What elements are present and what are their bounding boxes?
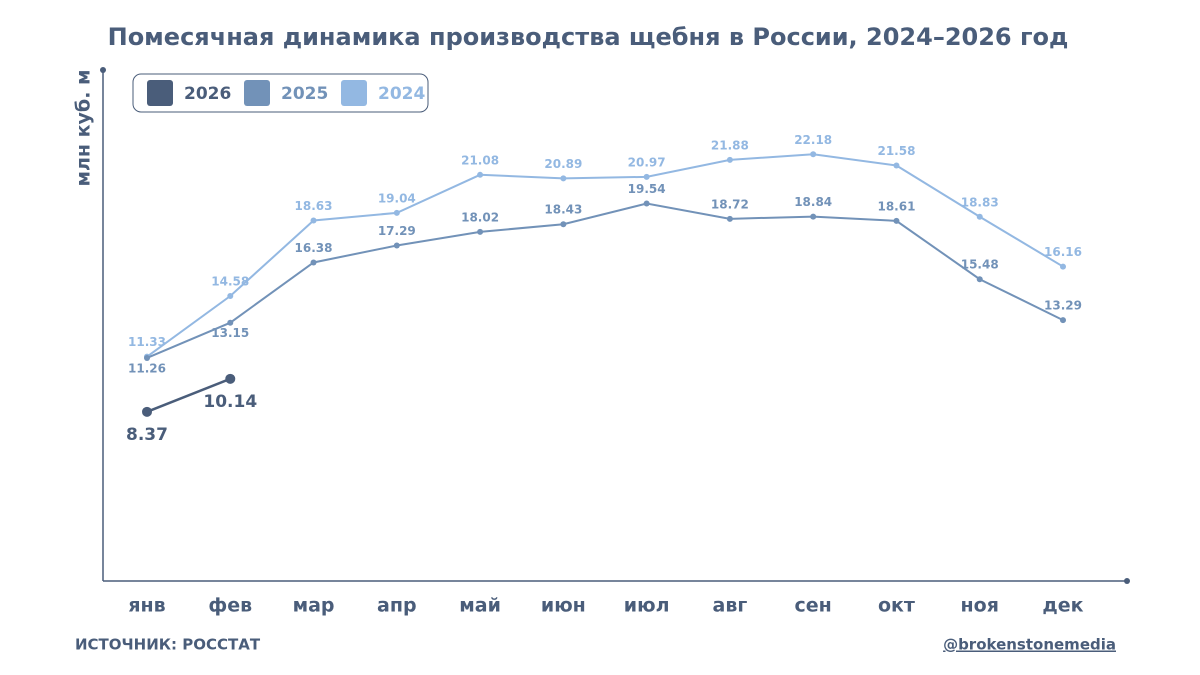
x-tick-label: сен [795, 595, 832, 617]
data-label: 13.15 [211, 326, 249, 340]
chart-title: Помесячная динамика производства щебня в… [108, 23, 1069, 51]
y-axis-label: млн куб. м [73, 69, 95, 186]
point [976, 213, 983, 220]
legend-label: 2026 [184, 84, 231, 104]
point [477, 171, 484, 178]
point [893, 217, 900, 224]
point [227, 293, 234, 300]
source: ИСТОЧНИК: РОССТАТ [75, 636, 261, 654]
data-label: 15.48 [961, 258, 999, 272]
data-label: 14.58 [211, 275, 249, 289]
data-label: 16.16 [1044, 245, 1082, 259]
legend-label: 2025 [281, 84, 328, 104]
data-label: 19.54 [628, 182, 666, 196]
data-label: 17.29 [378, 224, 416, 238]
x-tick-label: мар [293, 595, 335, 617]
series-line [146, 377, 231, 414]
point [560, 221, 567, 228]
data-label: 18.43 [544, 203, 582, 217]
point [393, 209, 400, 216]
data-label: 19.04 [378, 191, 416, 205]
axis-end [1124, 578, 1130, 584]
data-label: 8.37 [126, 425, 168, 445]
series-line [146, 153, 1064, 358]
point [726, 215, 733, 222]
x-tick-label: июн [541, 595, 586, 617]
data-label: 18.61 [877, 199, 915, 213]
data-label: 11.33 [128, 335, 166, 349]
x-tick-label: ноя [961, 595, 999, 617]
point [810, 151, 817, 158]
point [142, 406, 152, 417]
point [1060, 263, 1066, 270]
data-label: 13.29 [1044, 299, 1082, 313]
credit: @brokenstonemedia [943, 636, 1116, 654]
point [225, 373, 236, 384]
x-tick-label: май [459, 595, 501, 617]
data-label: 21.58 [877, 144, 915, 158]
point [893, 162, 900, 169]
point [393, 242, 400, 249]
point [560, 175, 567, 182]
legend-swatch [147, 80, 173, 106]
data-label: 22.18 [794, 133, 832, 147]
point [810, 213, 817, 220]
data-label: 10.14 [203, 392, 257, 412]
series-line [146, 202, 1064, 359]
point [477, 228, 484, 235]
legend-swatch [244, 80, 270, 106]
x-tick-label: фев [208, 595, 252, 617]
x-tick-label: окт [878, 595, 915, 617]
x-tick-label: дек [1042, 595, 1083, 617]
data-label: 11.26 [128, 361, 166, 375]
data-label: 20.97 [628, 155, 666, 169]
data-label: 21.88 [711, 138, 749, 152]
point [144, 354, 150, 361]
point [643, 173, 650, 180]
point [1060, 317, 1066, 324]
data-label: 20.89 [544, 157, 582, 171]
legend-swatch [341, 80, 367, 106]
data-label: 16.38 [295, 241, 333, 255]
x-tick-label: апр [377, 595, 417, 617]
data-label: 18.83 [961, 195, 999, 209]
x-tick-label: авг [713, 595, 748, 617]
legend-label: 2024 [378, 84, 425, 104]
x-tick-label: янв [128, 595, 165, 617]
data-label: 21.08 [461, 153, 499, 167]
point [310, 259, 317, 266]
point [976, 276, 983, 283]
data-label: 18.72 [711, 197, 749, 211]
data-label: 18.02 [461, 210, 499, 224]
x-tick-label: июл [624, 595, 670, 617]
axis-end [100, 67, 106, 73]
point [726, 156, 733, 163]
data-label: 18.84 [794, 195, 832, 209]
data-label: 18.63 [295, 199, 333, 213]
point [227, 319, 234, 326]
point [643, 200, 650, 207]
point [310, 217, 317, 224]
